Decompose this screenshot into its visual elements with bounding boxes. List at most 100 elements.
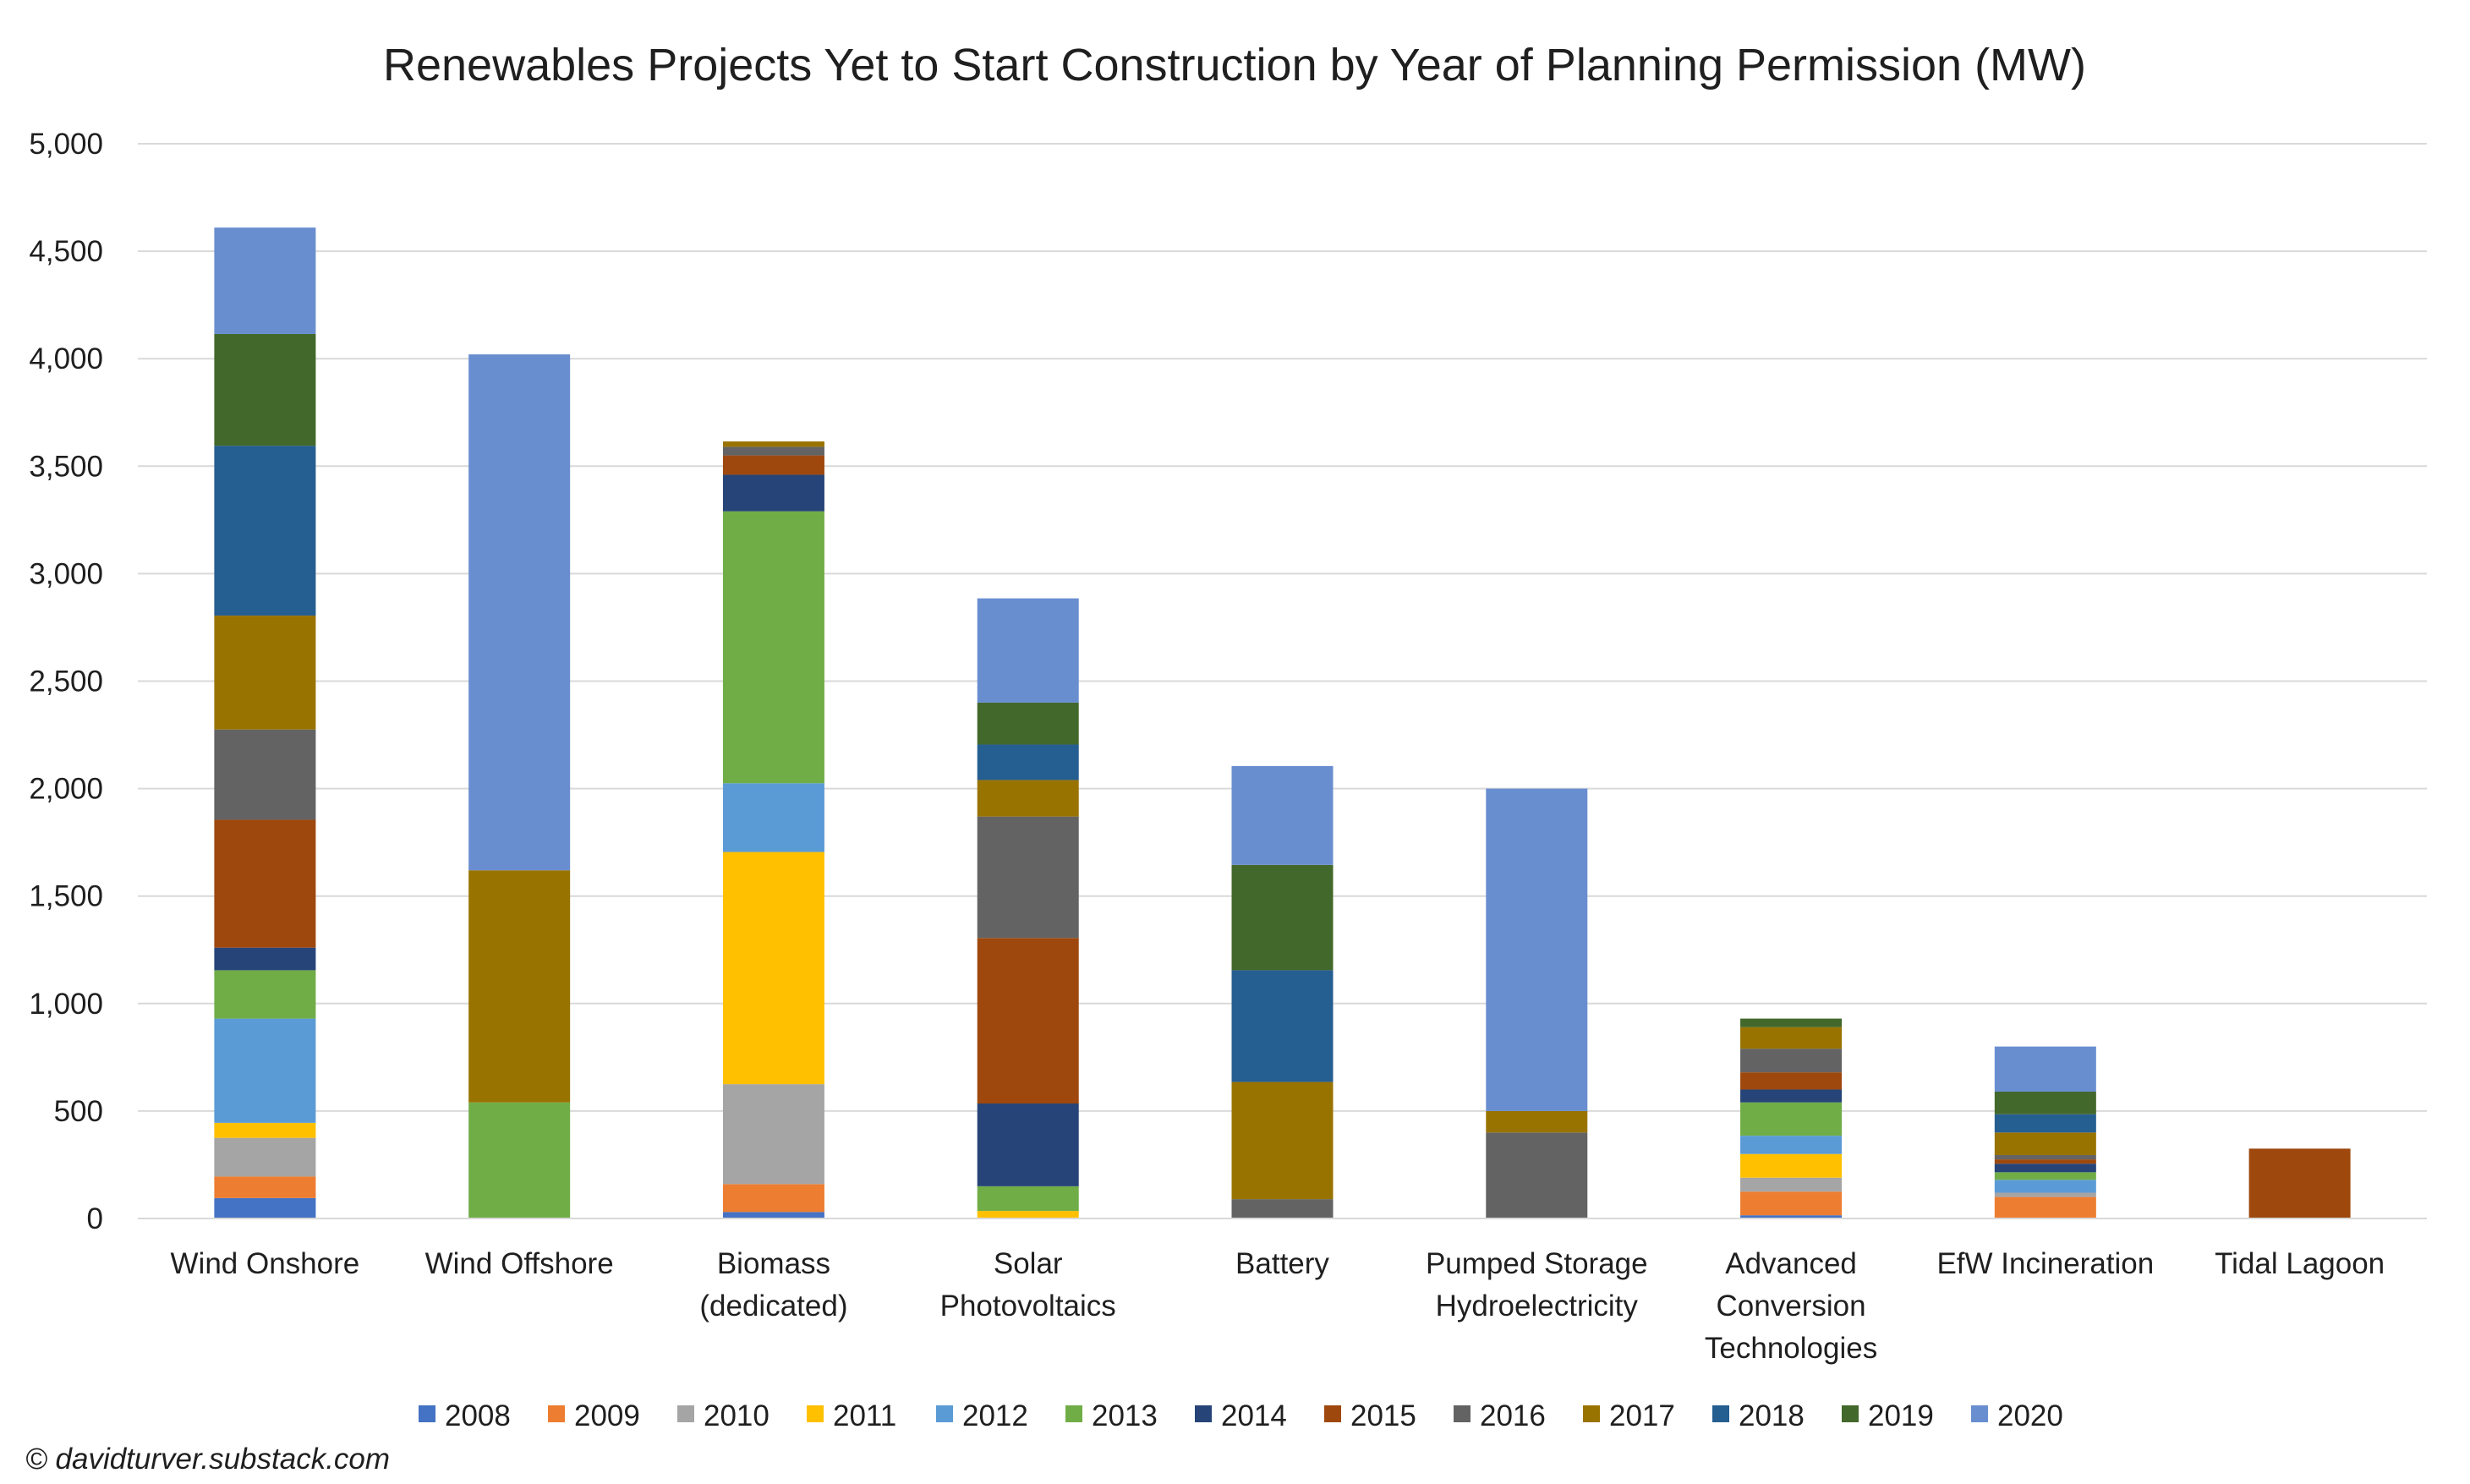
x-category-label: Wind Onshore <box>171 1247 360 1280</box>
bar-segment <box>977 1186 1079 1212</box>
legend-swatch <box>1195 1405 1212 1422</box>
bar-segment <box>214 1122 316 1138</box>
bar-segment <box>977 816 1079 939</box>
legend-item: 2011 <box>807 1399 896 1432</box>
x-category-line: Wind Onshore <box>171 1247 360 1280</box>
bar-segment <box>722 783 824 852</box>
bar-segment <box>1994 1192 2096 1197</box>
x-category-line: Tidal Lagoon <box>2215 1247 2385 1280</box>
y-tick-label: 1,000 <box>29 988 103 1021</box>
x-category-line: EfW Incineration <box>1936 1247 2154 1280</box>
bar-segment <box>214 1197 316 1218</box>
y-tick-label: 0 <box>87 1202 103 1235</box>
legend-swatch <box>1583 1405 1600 1422</box>
y-axis-ticks: 0 500 1,000 1,500 2,000 2,500 3,000 3,500 4,000 4… <box>29 128 103 1235</box>
x-category-line: Photovoltaics <box>940 1290 1116 1322</box>
legend-swatch <box>1454 1405 1470 1422</box>
bar-segment <box>1486 788 1588 1111</box>
legend-label: 2018 <box>1739 1399 1805 1432</box>
bar-segment <box>1740 1215 1843 1218</box>
legend-swatch <box>1065 1405 1082 1422</box>
bar-segment <box>1740 1153 1843 1178</box>
x-category-line: Hydroelectricity <box>1436 1290 1639 1322</box>
bars <box>214 227 2351 1218</box>
y-tick-label: 3,500 <box>29 450 103 483</box>
legend-label: 2020 <box>1997 1399 2063 1432</box>
legend-swatch <box>807 1405 824 1422</box>
legend-label: 2015 <box>1350 1399 1416 1432</box>
x-category-line: Technologies <box>1705 1332 1877 1365</box>
bar-segment <box>977 780 1079 817</box>
legend-item: 2014 <box>1195 1399 1287 1432</box>
bar-segment <box>214 1018 316 1123</box>
bar-segment <box>1486 1110 1588 1133</box>
y-tick-label: 4,500 <box>29 235 103 268</box>
legend: 2008 2009 2010 2011 2012 2013 2014 2015 2016 2017… <box>419 1399 2063 1432</box>
bar-segment <box>1994 1197 2096 1218</box>
bar-segment <box>1740 1027 1843 1049</box>
x-category-label: Battery <box>1235 1247 1329 1280</box>
bar-segment <box>214 729 316 820</box>
bar-segment <box>1740 1136 1843 1154</box>
y-tick-label: 1,500 <box>29 880 103 913</box>
legend-label: 2008 <box>445 1399 511 1432</box>
bar-segment <box>977 702 1079 745</box>
bar-segment <box>1231 1082 1334 1200</box>
legend-item: 2010 <box>677 1399 769 1432</box>
bar-segment <box>1740 1089 1843 1103</box>
legend-label: 2017 <box>1609 1399 1675 1432</box>
x-axis-categories: Wind Onshore Wind Offshore Biomass (dedicat… <box>171 1247 2385 1365</box>
legend-item: 2015 <box>1324 1399 1416 1432</box>
bar-segment <box>1740 1102 1843 1136</box>
bar-segment <box>468 354 571 871</box>
x-category-label: Wind Offshore <box>425 1247 614 1280</box>
x-category-line: Wind Offshore <box>425 1247 614 1280</box>
legend-label: 2010 <box>704 1399 769 1432</box>
x-category-line: Advanced <box>1725 1247 1857 1280</box>
y-tick-label: 4,000 <box>29 342 103 375</box>
bar-segment <box>1994 1132 2096 1156</box>
bar-segment <box>214 1137 316 1177</box>
bar-segment <box>468 1102 571 1218</box>
y-tick-label: 2,500 <box>29 665 103 698</box>
bar-segment <box>214 227 316 334</box>
bar-segment <box>1231 864 1334 971</box>
legend-swatch <box>677 1405 694 1422</box>
legend-swatch <box>1971 1405 1988 1422</box>
bar-segment <box>214 970 316 1019</box>
legend-item: 2013 <box>1065 1399 1158 1432</box>
bar-segment <box>722 441 824 447</box>
bar-segment <box>1231 970 1334 1082</box>
bar-segment <box>214 333 316 446</box>
bar-segment <box>1994 1164 2096 1173</box>
bar-segment <box>1994 1172 2096 1180</box>
bar-segment <box>1486 1132 1588 1218</box>
copyright-note: © davidturver.substack.com <box>25 1443 390 1476</box>
y-tick-label: 5,000 <box>29 128 103 161</box>
x-category-label: Tidal Lagoon <box>2215 1247 2385 1280</box>
bar-segment <box>977 744 1079 780</box>
legend-swatch <box>936 1405 953 1422</box>
bar-segment <box>722 474 824 512</box>
bar-segment <box>1231 765 1334 865</box>
bar-segment <box>214 1176 316 1198</box>
bar-segment <box>1994 1155 2096 1160</box>
legend-item: 2019 <box>1842 1399 1934 1432</box>
legend-label: 2014 <box>1221 1399 1287 1432</box>
bar-segment <box>722 1212 824 1218</box>
bar-segment <box>977 1103 1079 1186</box>
legend-label: 2019 <box>1868 1399 1934 1432</box>
legend-swatch <box>548 1405 565 1422</box>
x-category-line: Conversion <box>1717 1290 1866 1322</box>
bar-segment <box>722 446 824 456</box>
bar-segment <box>1994 1180 2096 1193</box>
x-category-label: EfW Incineration <box>1936 1247 2154 1280</box>
bar-segment <box>2248 1148 2351 1218</box>
legend-swatch <box>1324 1405 1341 1422</box>
legend-swatch <box>1712 1405 1729 1422</box>
bar-segment <box>1994 1046 2096 1092</box>
bar-segment <box>214 947 316 971</box>
bar-segment <box>977 938 1079 1104</box>
